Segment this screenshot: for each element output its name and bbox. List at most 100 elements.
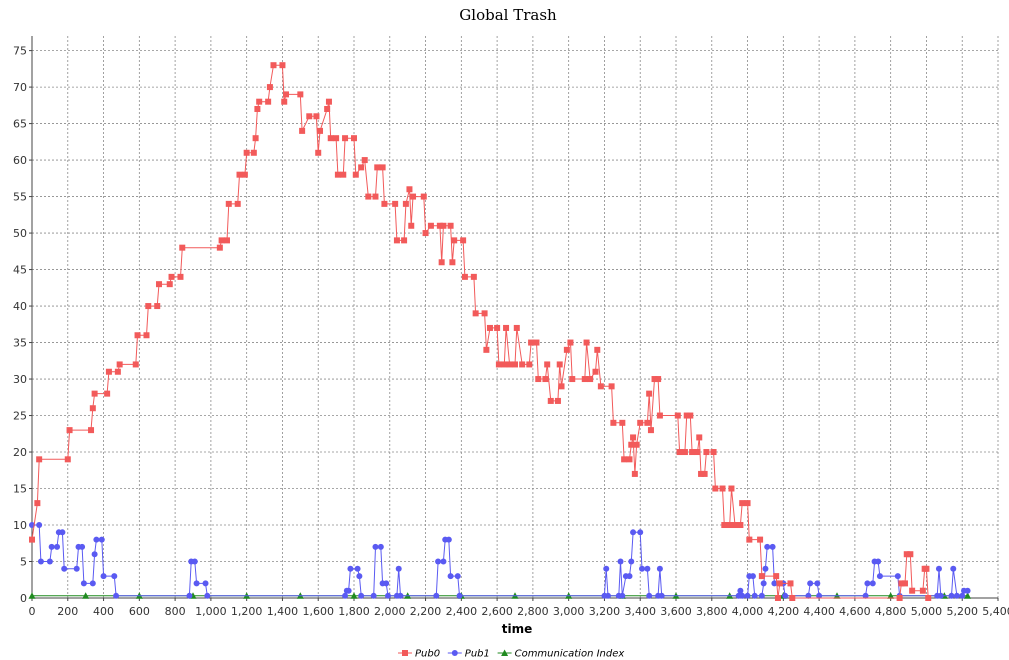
data-point — [937, 592, 944, 599]
data-point — [628, 441, 635, 448]
data-point — [114, 368, 121, 375]
data-point — [610, 419, 617, 426]
data-point — [569, 376, 576, 383]
x-tick-label: 2,400 — [446, 605, 478, 618]
x-tick-label: 200 — [57, 605, 78, 618]
data-point — [410, 193, 417, 200]
data-point — [116, 361, 123, 368]
data-point — [608, 383, 615, 390]
data-point — [896, 595, 903, 601]
data-point — [447, 573, 454, 580]
data-point — [512, 361, 518, 368]
data-point — [651, 376, 658, 383]
data-point — [143, 332, 150, 339]
data-point — [646, 592, 653, 599]
data-point — [299, 127, 306, 134]
data-point — [91, 390, 98, 397]
data-point — [351, 135, 357, 142]
data-point — [397, 592, 404, 599]
x-tick-label: 3,000 — [553, 605, 585, 618]
data-point — [105, 368, 112, 375]
data-point — [340, 171, 347, 178]
data-point — [325, 98, 332, 105]
data-point — [950, 565, 957, 572]
data-point — [202, 580, 209, 587]
data-point — [61, 565, 68, 572]
data-point — [789, 595, 796, 601]
data-point — [440, 222, 447, 229]
data-point — [687, 412, 694, 419]
data-point — [54, 543, 61, 550]
y-tick-label: 75 — [13, 45, 27, 58]
data-point — [737, 522, 744, 529]
data-point — [501, 361, 508, 368]
data-point — [739, 592, 746, 599]
data-point — [186, 592, 193, 599]
data-point — [454, 573, 461, 580]
data-point — [721, 522, 728, 529]
data-point — [769, 543, 776, 550]
x-tick-label: 3,600 — [660, 605, 692, 618]
data-point — [379, 164, 386, 171]
data-point — [814, 580, 821, 587]
y-tick-label: 65 — [13, 118, 27, 131]
data-point — [898, 580, 905, 587]
x-tick-label: 2,800 — [517, 605, 549, 618]
data-point — [241, 171, 248, 178]
data-point — [864, 580, 871, 587]
data-point — [313, 113, 320, 120]
data-point — [297, 91, 304, 98]
data-point — [82, 592, 90, 599]
data-point — [751, 592, 758, 599]
data-point — [771, 580, 778, 587]
data-point — [744, 592, 751, 599]
data-point — [583, 339, 590, 346]
data-point — [383, 580, 390, 587]
data-point — [73, 565, 80, 572]
data-point — [358, 164, 365, 171]
x-tick-label: 4,200 — [768, 605, 800, 618]
data-point — [869, 580, 876, 587]
data-point — [370, 592, 377, 599]
data-point — [701, 470, 708, 477]
data-point — [449, 259, 456, 266]
data-point — [243, 149, 250, 156]
data-point — [619, 592, 626, 599]
data-point — [773, 573, 780, 580]
data-point — [554, 397, 561, 404]
data-point — [481, 310, 488, 317]
data-point — [737, 587, 744, 594]
data-point — [948, 592, 955, 599]
data-point — [887, 592, 895, 599]
data-point — [265, 98, 272, 105]
x-tick-label: 0 — [29, 605, 36, 618]
legend: Pub0 Pub1 Communication Index — [398, 649, 624, 660]
data-point — [637, 529, 644, 536]
data-point — [254, 105, 261, 112]
data-point — [964, 592, 972, 599]
data-point — [683, 412, 690, 419]
x-tick-label: 3,400 — [624, 605, 656, 618]
series-pub0 — [29, 62, 932, 601]
data-point — [925, 595, 932, 601]
x-tick-label: 1,200 — [231, 605, 263, 618]
data-point — [633, 441, 640, 448]
x-tick-label: 1,600 — [302, 605, 334, 618]
data-point — [676, 449, 683, 456]
x-tick-label: 1,400 — [267, 605, 299, 618]
legend-marker — [501, 649, 509, 656]
x-tick-label: 2,200 — [410, 605, 442, 618]
data-point — [547, 397, 554, 404]
data-point — [433, 592, 440, 599]
data-point — [218, 237, 225, 244]
data-point — [89, 580, 96, 587]
data-point — [306, 113, 313, 120]
data-point — [384, 592, 391, 599]
data-point — [758, 573, 765, 580]
data-point — [179, 244, 186, 251]
data-point — [621, 456, 628, 463]
data-point — [647, 427, 654, 434]
data-point — [919, 587, 926, 594]
y-tick-labels: 0 5 10 15 20 25 30 35 40 45 50 55 60 65 70 75 — [13, 45, 32, 605]
